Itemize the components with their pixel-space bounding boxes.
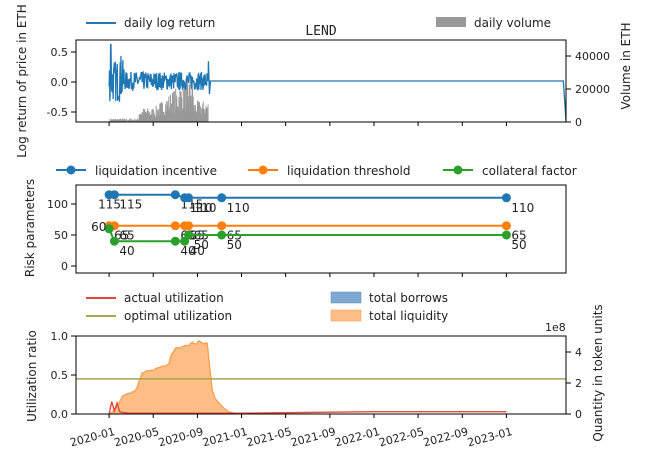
xtick-label: 2022-01 xyxy=(334,425,382,449)
y-axis-label-left: Utilization ratio xyxy=(25,330,39,422)
ytick-label: 0 xyxy=(61,260,68,273)
data-label: 65 xyxy=(119,229,134,243)
data-point xyxy=(170,190,180,200)
xtick-label: 2022-09 xyxy=(422,425,470,449)
legend-actual-label: actual utilization xyxy=(124,291,224,305)
panel-1-y-ticks: 0.5 0.0 -0.5 xyxy=(47,46,76,119)
chart-title: LEND xyxy=(305,24,336,39)
right-axis-scale-label: 1e8 xyxy=(545,321,566,334)
data-label: 40 xyxy=(180,244,195,258)
data-label: 40 xyxy=(119,244,134,258)
panel-2-frame xyxy=(75,184,567,274)
data-label: 115 xyxy=(119,198,142,212)
series-line-0 xyxy=(109,193,507,199)
data-point xyxy=(104,224,114,234)
ytick-right-label: 4 xyxy=(575,346,582,359)
data-point xyxy=(184,193,194,203)
legend-label: collateral factor xyxy=(482,164,577,178)
data-label: 50 xyxy=(194,238,209,252)
data-label: 110 xyxy=(227,201,250,215)
data-label: 110 xyxy=(194,201,217,215)
data-point xyxy=(184,221,194,231)
xtick-label: 2021-05 xyxy=(245,425,293,449)
y-axis-label-left: Log return of price in ETH xyxy=(15,4,29,158)
legend-liq-threshold: liquidation threshold xyxy=(248,164,411,178)
ytick-label: 0.0 xyxy=(51,408,69,421)
ytick-right-label: 20000 xyxy=(575,83,610,96)
data-point xyxy=(217,193,227,203)
panel-2-y-ticks: 0 50 100 xyxy=(47,198,76,273)
data-label: 110 xyxy=(511,201,534,215)
data-point xyxy=(170,221,180,231)
y-axis-label-left: Risk parameters xyxy=(23,179,37,277)
data-point xyxy=(184,230,194,240)
ytick-label: 1.0 xyxy=(51,330,69,343)
data-label: 115 xyxy=(98,198,121,212)
panel-1-y-right-ticks: 40000 20000 0 xyxy=(566,50,610,129)
legend-liquidity-label: total liquidity xyxy=(369,309,448,323)
xtick-label: 2020-09 xyxy=(157,425,205,449)
ytick-right-label: 0 xyxy=(575,116,582,129)
xtick-label: 2021-01 xyxy=(201,425,249,449)
legend-marker xyxy=(66,165,76,175)
ytick-right-label: 2 xyxy=(575,377,582,390)
legend-marker xyxy=(453,165,463,175)
panel-1-plot-area xyxy=(108,43,566,122)
y-axis-label-right: Quantity in token units xyxy=(591,304,605,441)
data-point xyxy=(501,221,511,231)
legend-borrows-label: total borrows xyxy=(369,291,448,305)
data-point xyxy=(170,236,180,246)
ytick-right-label: 0 xyxy=(575,408,582,421)
data-point xyxy=(109,190,119,200)
ytick-label: 0.5 xyxy=(51,46,69,59)
panel-log-return: daily log return daily volume LEND 0.5 0… xyxy=(15,4,633,158)
data-point xyxy=(501,230,511,240)
legend-label: liquidation incentive xyxy=(95,164,217,178)
xtick-label: 2020-05 xyxy=(113,425,161,449)
legend-collateral: collateral factor xyxy=(443,164,577,178)
xtick-label: 2022-05 xyxy=(378,425,426,449)
panel-2-plot-area: 1151151151101101101106565656565656560404… xyxy=(91,190,534,258)
legend-borrows-swatch xyxy=(330,291,362,304)
panel-3-plot-area xyxy=(76,340,566,414)
panel-3-y-right-ticks: 0 2 4 1e8 xyxy=(545,321,582,421)
data-label: 110 xyxy=(190,201,213,215)
legend-label: liquidation threshold xyxy=(287,164,411,178)
data-point xyxy=(109,236,119,246)
ytick-right-label: 40000 xyxy=(575,50,610,63)
xtick-label: 2020-01 xyxy=(69,425,117,449)
ytick-label: -0.5 xyxy=(47,106,68,119)
ytick-label: 0.0 xyxy=(51,76,69,89)
xtick-label: 2023-01 xyxy=(466,425,514,449)
data-point xyxy=(501,193,511,203)
ytick-label: 0.5 xyxy=(51,369,69,382)
data-point xyxy=(217,221,227,231)
panel-3-y-ticks: 0.0 0.5 1.0 xyxy=(51,330,76,421)
legend-liquidity-swatch xyxy=(330,309,362,322)
total-liquidity-area xyxy=(107,340,242,414)
data-label: 50 xyxy=(227,238,242,252)
data-label: 40 xyxy=(190,244,205,258)
legend-volume-swatch xyxy=(436,17,466,27)
y-axis-label-right: Volume in ETH xyxy=(619,22,633,109)
legend-volume-label: daily volume xyxy=(474,16,551,30)
xtick-label: 2021-09 xyxy=(289,425,337,449)
data-label: 65 xyxy=(511,229,526,243)
legend-optimal-label: optimal utilization xyxy=(124,309,232,323)
panel-1-frame xyxy=(75,39,567,123)
ytick-label: 100 xyxy=(47,198,68,211)
series-line-2 xyxy=(108,228,507,243)
data-point xyxy=(217,230,227,240)
actual-utilization-line xyxy=(108,400,507,414)
legend-liq-incentive: liquidation incentive xyxy=(56,164,217,178)
legend-marker xyxy=(258,165,268,175)
data-label: 50 xyxy=(511,238,526,252)
log-return-line xyxy=(108,43,566,121)
data-label: 60 xyxy=(91,220,106,234)
panel-risk-parameters: liquidation incentive liquidation thresh… xyxy=(23,164,577,277)
legend-return-label: daily log return xyxy=(124,16,215,30)
ytick-label: 50 xyxy=(54,229,68,242)
